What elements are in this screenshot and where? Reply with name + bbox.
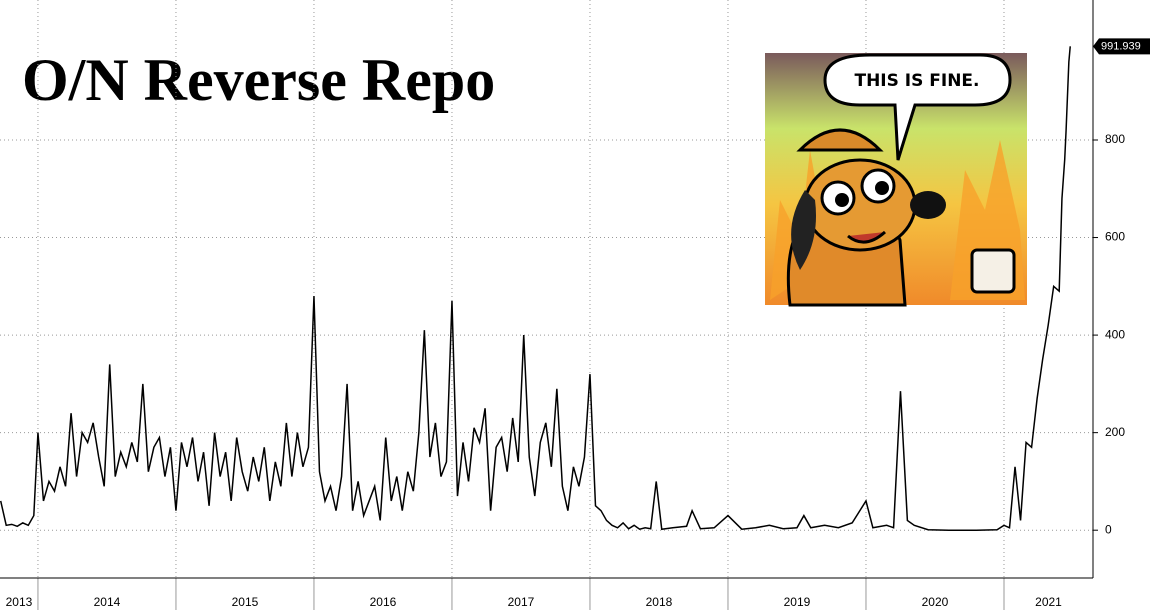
y-tick-label: 0 — [1105, 522, 1112, 536]
x-tick-label: 2013 — [6, 595, 33, 609]
series-line — [0, 46, 1071, 531]
flames — [770, 140, 1025, 300]
x-tick-label: 2018 — [646, 595, 673, 609]
x-tick-label: 2019 — [784, 595, 811, 609]
value-label: 991.939 — [1101, 40, 1141, 52]
dog-ear — [791, 190, 816, 270]
x-tick-label: 2014 — [94, 595, 121, 609]
dog-mouth — [847, 230, 887, 244]
inset-caption: THIS IS FINE. — [854, 71, 979, 91]
x-tick-label: 2016 — [370, 595, 397, 609]
y-tick-label: 200 — [1105, 425, 1125, 439]
y-tick-label: 800 — [1105, 132, 1125, 146]
x-tick-label: 2021 — [1035, 595, 1062, 609]
speech-bubble — [823, 53, 1012, 161]
pupil — [875, 181, 889, 195]
y-tick-label: 400 — [1105, 327, 1125, 341]
meme-inset: THIS IS FINE. — [765, 53, 1027, 307]
dog-hat — [796, 128, 884, 152]
x-tick-label: 2020 — [922, 595, 949, 609]
pupil — [835, 193, 849, 207]
dog-nose — [910, 191, 946, 219]
value-flag — [1093, 38, 1150, 55]
coffee-mug — [970, 248, 1016, 294]
chart-title: O/N Reverse Repo — [22, 47, 495, 113]
x-tick-label: 2017 — [508, 595, 535, 609]
y-tick-label: 600 — [1105, 230, 1125, 244]
x-tick-label: 2015 — [232, 595, 259, 609]
